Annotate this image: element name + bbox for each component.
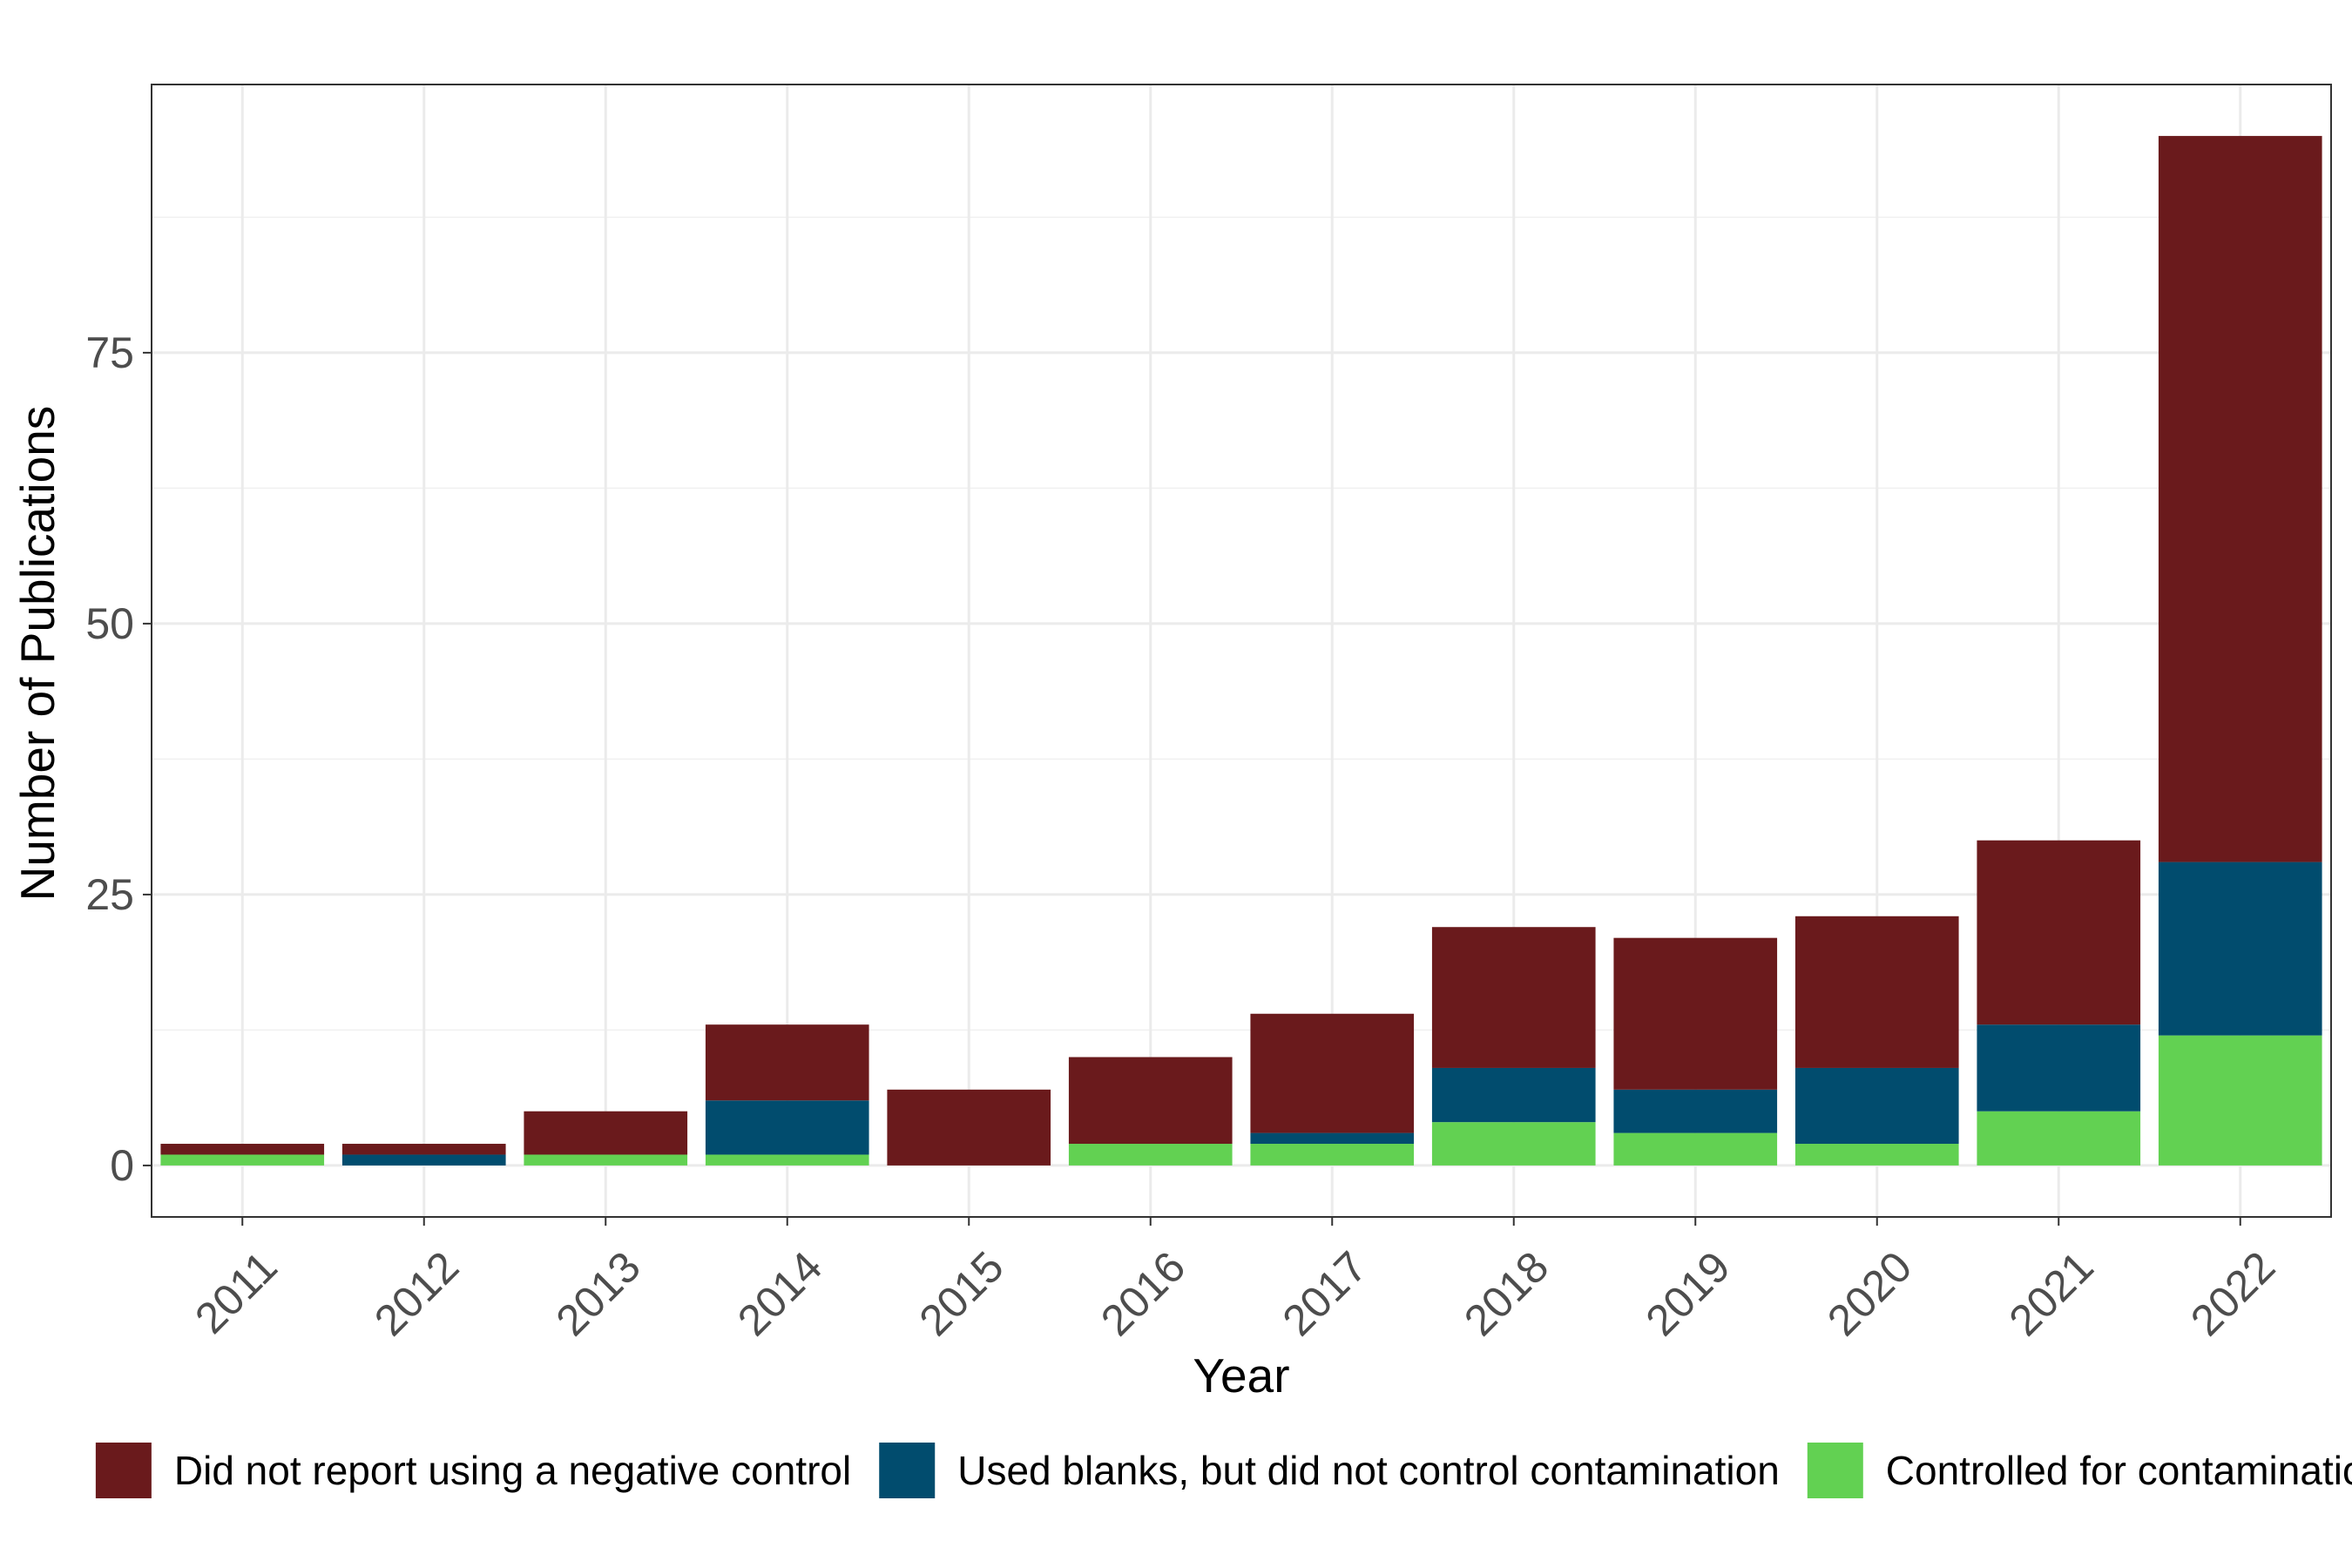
bar-segment [2158,1035,2322,1166]
bar-segment [1250,1132,1415,1145]
bar-segment [341,1144,506,1155]
bars [160,136,2322,1166]
bar-segment [1977,1111,2141,1166]
bar-segment [160,1144,325,1155]
bar-segment [887,1089,1051,1166]
bar-segment [705,1154,869,1166]
bar-segment [1613,1089,1778,1133]
legend-item: Controlled for contamination [1807,1443,2352,1498]
y-axis: 0 25 50 75 [85,328,152,1190]
bar-segment [1431,1122,1596,1166]
bar-segment [705,1100,869,1155]
y-tick-label: 75 [85,328,134,377]
y-tick-label: 25 [85,870,134,919]
bar-segment [524,1111,688,1155]
bar-segment [1794,1067,1959,1145]
y-axis-title: Number of Publications [10,406,64,902]
bar-segment [1794,1144,1959,1166]
bar-segment [1068,1144,1233,1166]
legend-key [879,1443,936,1498]
bar-segment [705,1024,869,1101]
bar-segment [160,1154,325,1166]
bar-segment [1431,927,1596,1068]
plot-border [151,84,2332,1218]
bar-segment [524,1154,688,1166]
bar-segment [1068,1057,1233,1145]
legend-key [95,1443,152,1498]
legend-item: Did not report using a negative control [95,1443,851,1498]
legend-key [1807,1443,1863,1498]
bar-segment [1613,937,1778,1090]
bar-segment [1794,916,1959,1068]
legend-label: Controlled for contamination [1886,1448,2352,1493]
legend-label: Used blanks, but did not control contami… [957,1448,1780,1493]
bar-segment [1613,1132,1778,1166]
bar-segment [2158,862,2322,1036]
gridlines [152,84,2331,1217]
bar-segment [1977,840,2141,1025]
bar-segment [341,1154,506,1166]
legend: Did not report using a negative control U… [95,1443,2352,1498]
bar-segment [1431,1067,1596,1123]
y-tick-label: 0 [110,1141,134,1190]
bar-segment [2158,136,2322,862]
bar-segment [1250,1013,1415,1133]
legend-item: Used blanks, but did not control contami… [879,1443,1780,1498]
bar-segment [1977,1024,2141,1112]
bar-segment [1250,1144,1415,1166]
x-axis-title: Year [1193,1348,1289,1402]
y-tick-label: 50 [85,599,134,648]
legend-label: Did not report using a negative control [174,1448,851,1493]
